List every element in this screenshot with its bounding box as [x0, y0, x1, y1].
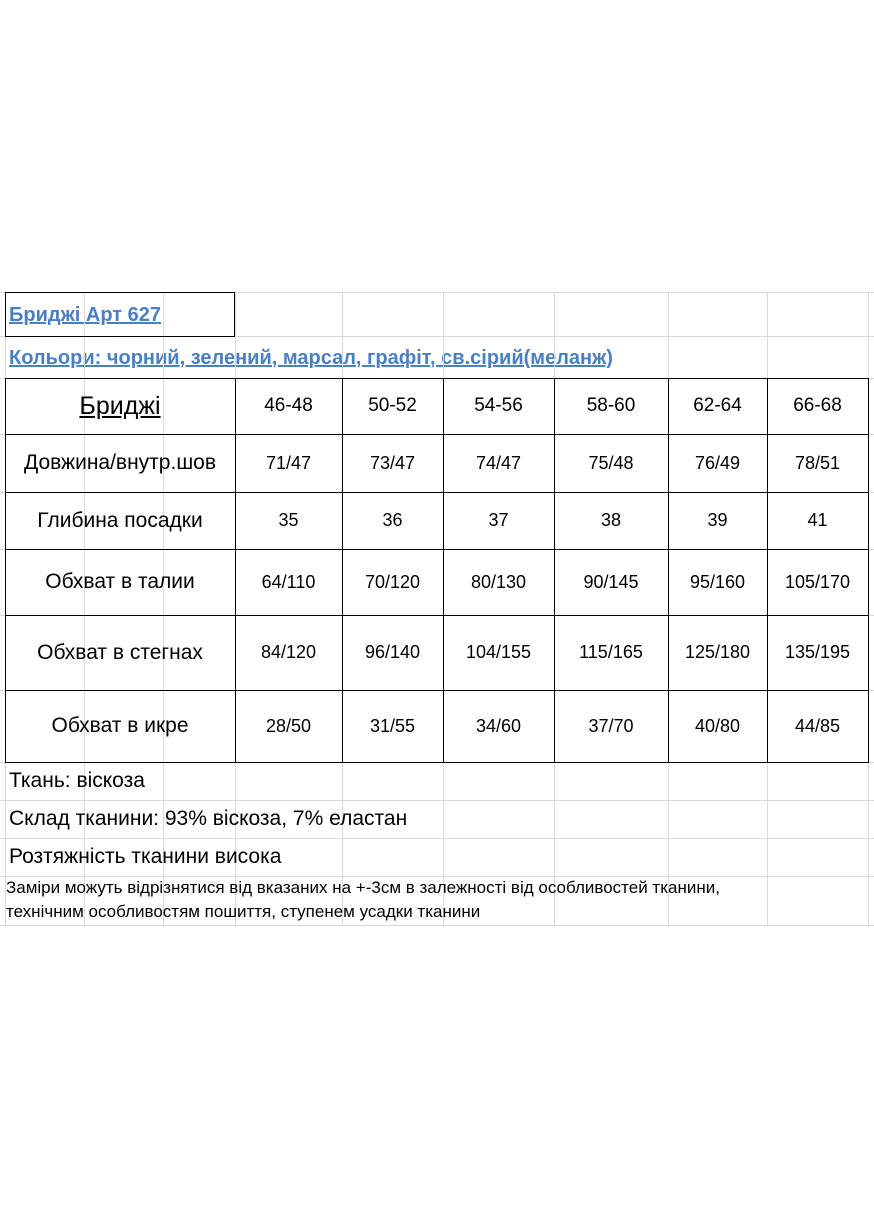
table-cell: 40/80 [694, 715, 741, 736]
table-cell: 31/55 [369, 715, 416, 736]
table-cell: 96/140 [364, 642, 421, 662]
cell-border [767, 690, 869, 763]
header-cell: 58-60 [586, 395, 636, 416]
grid-line [0, 800, 874, 801]
table-cell: 135/195 [784, 642, 851, 662]
table-cell: 36 [382, 510, 403, 530]
table-cell: 75/48 [588, 452, 634, 473]
disclaimer: Заміри можуть відрізнятися від вказаних … [6, 878, 720, 897]
table-cell: 125/180 [684, 642, 751, 662]
disclaimer: технічним особливостям пошиття, ступенем… [6, 902, 481, 921]
header-cell: 66-68 [793, 395, 842, 416]
table-cell: 80/130 [470, 571, 527, 592]
note: Розтяжність тканини висока [9, 845, 282, 868]
header-cell: 54-56 [474, 395, 523, 416]
table-cell: 70/120 [364, 571, 421, 592]
note: Склад тканини: 93% віскоза, 7% еластан [9, 807, 408, 830]
colors: Кольори: чорний, зелений, марсал, графіт… [9, 346, 613, 369]
table-cell: 71/47 [265, 452, 312, 473]
table-cell: 38 [600, 510, 622, 530]
table-cell: Обхват в стегнах [37, 640, 203, 664]
table-cell: 35 [278, 510, 299, 530]
table-cell: 84/120 [260, 642, 317, 662]
title: Бриджі Арт 627 [9, 303, 161, 326]
table-cell: 64/110 [261, 571, 316, 592]
table-cell: 37 [488, 510, 509, 530]
table-cell: 115/165 [579, 642, 643, 662]
table-cell: 105/170 [784, 571, 851, 592]
grid-line [84, 292, 85, 925]
grid-line [0, 876, 874, 877]
grid-line [0, 838, 874, 839]
table-cell: Глибина посадки [37, 508, 203, 532]
header-cell: Бриджі [79, 391, 161, 420]
table-cell: Довжина/внутр.шов [23, 451, 216, 474]
table-cell: 78/51 [794, 452, 841, 473]
note: Ткань: віскоза [9, 769, 145, 792]
table-cell: 74/47 [475, 452, 522, 473]
header-cell: 50-52 [368, 395, 417, 416]
cell-border [5, 292, 235, 337]
table-cell: 76/49 [694, 452, 741, 473]
grid-line [163, 292, 164, 925]
grid-line [0, 925, 874, 926]
table-cell: Обхват в икре [51, 714, 189, 737]
table-cell: 90/145 [583, 571, 639, 592]
table-cell: Обхват в талии [45, 570, 195, 593]
table-cell: 44/85 [794, 715, 841, 736]
grid-line [0, 292, 874, 293]
table-cell: 34/60 [475, 715, 522, 736]
table-cell: 37/70 [588, 715, 634, 736]
table-cell: 41 [807, 510, 828, 530]
table-cell: 104/155 [465, 642, 532, 662]
table-cell: 28/50 [265, 715, 312, 736]
header-cell: 62-64 [693, 395, 742, 416]
table-cell: 73/47 [369, 452, 416, 473]
grid-line [0, 336, 874, 337]
header-cell: 46-48 [264, 395, 313, 416]
table-cell: 39 [707, 510, 728, 530]
table-cell: 95/160 [689, 571, 746, 592]
